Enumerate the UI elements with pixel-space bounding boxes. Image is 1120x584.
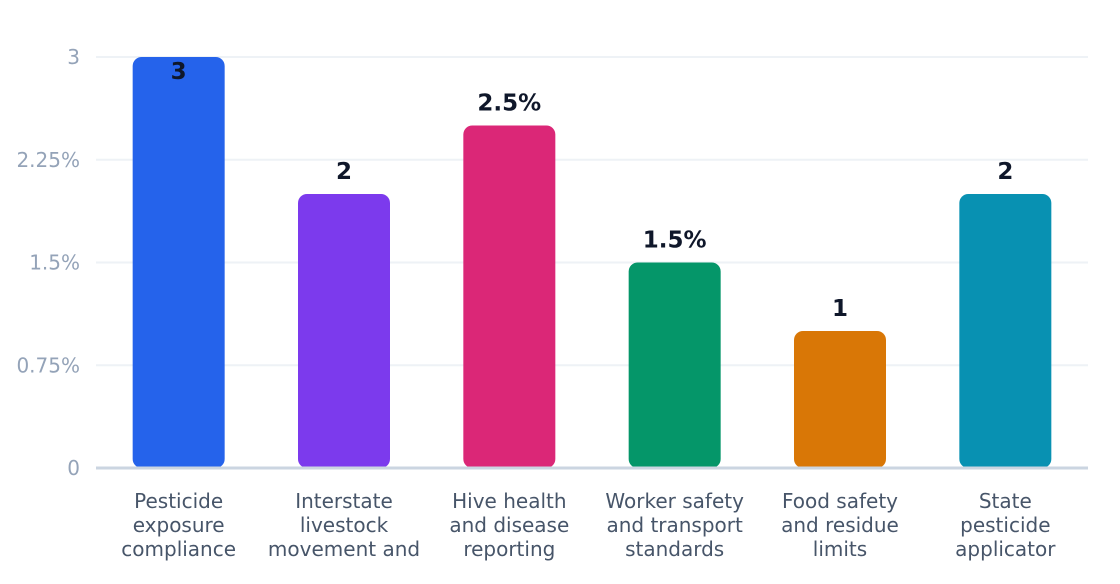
x-tick-label: State pesticide applicator [955,489,1056,561]
x-axis: Pesticide exposure compliance Interstate liv… [96,466,1088,561]
data-label: 2 [997,159,1013,185]
data-label: 2 [336,159,352,185]
y-tick-label: 0 [67,456,80,480]
bar [298,194,390,468]
data-label: 3 [171,59,187,85]
gridlines [96,56,1088,367]
data-label: 2.5% [477,91,541,117]
y-tick-label: 1.5% [29,251,80,275]
x-tick-label: Hive health and disease reporting [449,489,569,561]
y-tick-label: 0.75% [16,353,80,377]
bar [959,194,1052,468]
x-tick-label: Interstate livestock movement and [268,489,420,561]
bar [463,125,556,468]
bar [794,331,886,468]
data-label: 1 [832,296,848,322]
data-label: 1.5% [643,228,707,254]
data-labels: 3 2 2.5% 1.5% 1 2 [171,59,1014,322]
x-tick-label: Food safety and residue limits [781,489,899,561]
y-tick-label: 3 [67,45,80,69]
x-tick-label: Pesticide exposure compliance [121,489,236,561]
y-tick-label: 2.25% [16,148,80,172]
bars [132,57,1052,468]
y-axis: 0 0.75% 1.5% 2.25% 3 [16,45,80,480]
bar [628,262,721,468]
x-tick-label: Worker safety and transport standards [605,489,744,561]
bar [132,57,225,468]
